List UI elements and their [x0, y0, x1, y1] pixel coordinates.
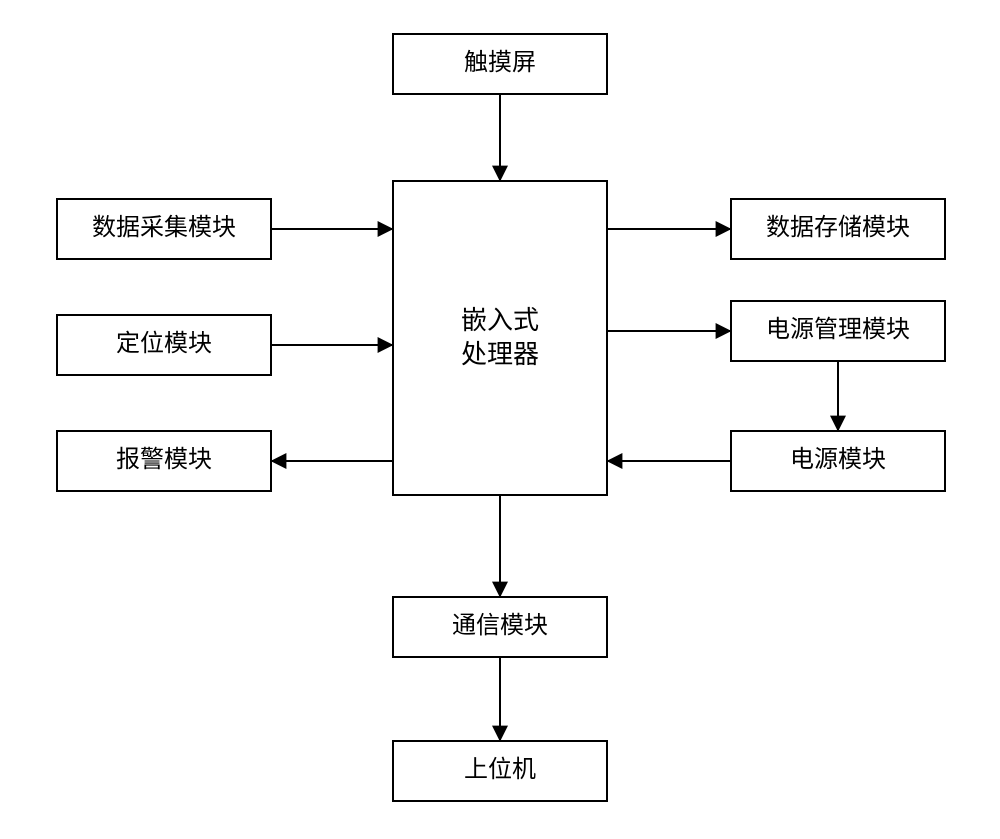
node-touchscreen: 触摸屏	[392, 33, 608, 95]
node-processor: 嵌入式 处理器	[392, 180, 608, 496]
node-label-datastore: 数据存储模块	[766, 213, 910, 244]
node-label-comm: 通信模块	[452, 611, 548, 642]
node-label-touchscreen: 触摸屏	[464, 48, 536, 79]
node-label-processor: 嵌入式 处理器	[461, 304, 539, 372]
node-comm: 通信模块	[392, 596, 608, 658]
node-alarm: 报警模块	[56, 430, 272, 492]
node-host: 上位机	[392, 740, 608, 802]
diagram-canvas: 触摸屏数据采集模块定位模块报警模块 嵌入式 处理器 数据存储模块电源管理模块电源模块…	[0, 0, 1000, 839]
node-label-dataacq: 数据采集模块	[92, 213, 236, 244]
node-powermgmt: 电源管理模块	[730, 300, 946, 362]
node-label-alarm: 报警模块	[116, 445, 212, 476]
node-dataacq: 数据采集模块	[56, 198, 272, 260]
node-positioning: 定位模块	[56, 314, 272, 376]
node-label-powermgmt: 电源管理模块	[766, 315, 910, 346]
node-power: 电源模块	[730, 430, 946, 492]
node-label-positioning: 定位模块	[116, 329, 212, 360]
node-label-host: 上位机	[464, 755, 536, 786]
node-datastore: 数据存储模块	[730, 198, 946, 260]
node-label-power: 电源模块	[790, 445, 886, 476]
